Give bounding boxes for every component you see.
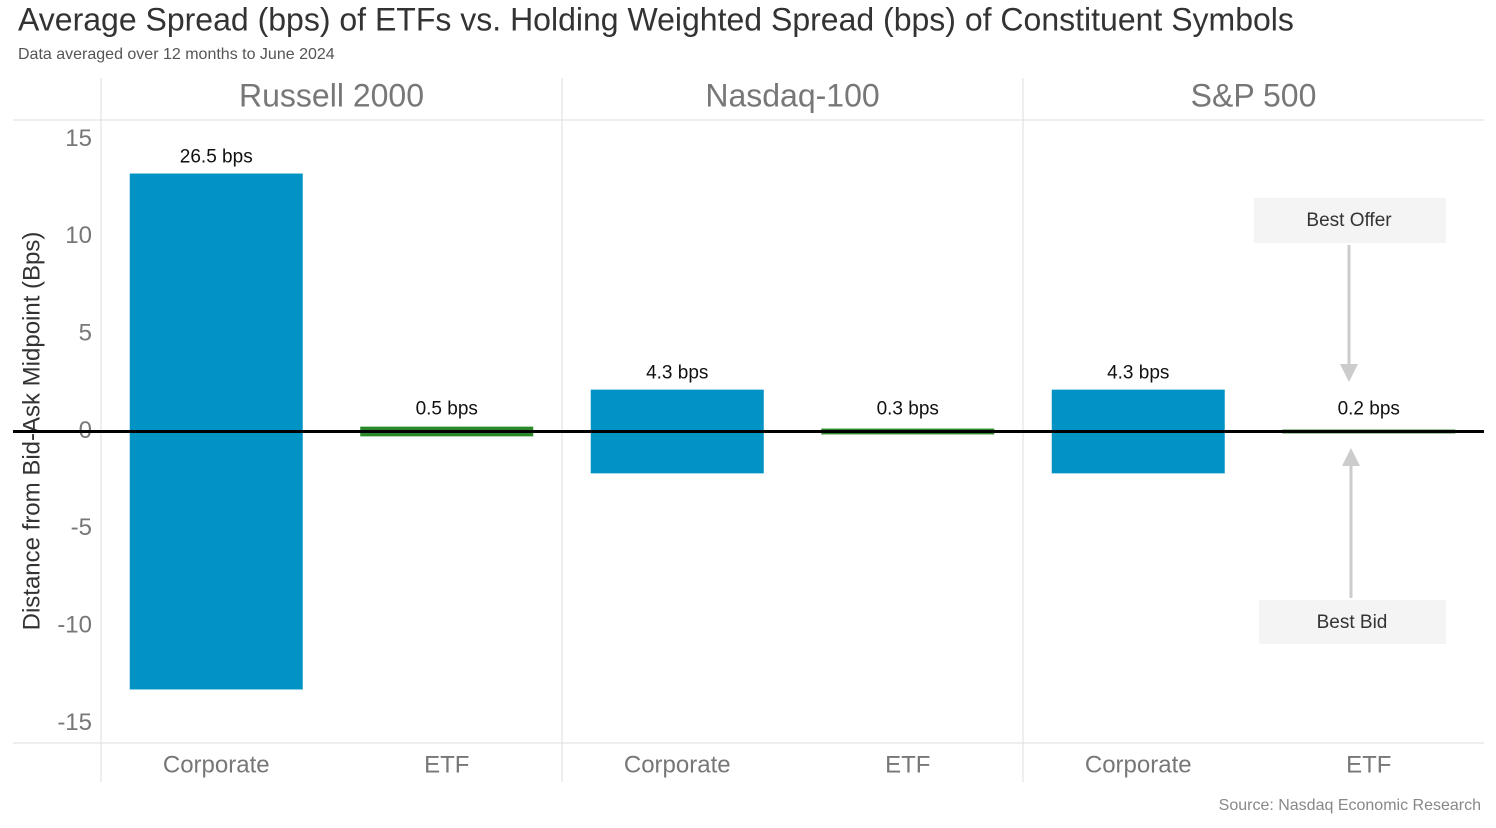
chart-subtitle: Data averaged over 12 months to June 202… (18, 46, 335, 63)
x-tick-label: ETF (424, 751, 469, 778)
y-tick-label: 10 (65, 222, 92, 249)
annotation-bid: Best Bid (1259, 448, 1446, 644)
y-tick-label: -10 (57, 612, 92, 639)
panel-title: Nasdaq-100 (705, 77, 879, 113)
value-label: 4.3 bps (646, 363, 708, 384)
arrow-head (1342, 448, 1360, 466)
y-tick-label: -15 (57, 709, 92, 736)
x-tick-label: ETF (1346, 751, 1391, 778)
value-label: 26.5 bps (180, 147, 253, 168)
annotation-text: Best Bid (1317, 612, 1388, 633)
value-label: 0.3 bps (877, 399, 939, 420)
panel-title: Russell 2000 (239, 77, 424, 113)
annotation-box (1259, 600, 1446, 644)
y-tick-label: 15 (65, 125, 92, 152)
value-label: 4.3 bps (1107, 363, 1169, 384)
x-tick-label: Corporate (1085, 751, 1192, 778)
annotation-box (1254, 198, 1446, 243)
annotation-offer: Best Offer (1254, 198, 1446, 382)
y-tick-label: 5 (79, 320, 92, 347)
annotation-text: Best Offer (1306, 210, 1392, 231)
panel-title: S&P 500 (1191, 77, 1317, 113)
source: Source: Nasdaq Economic Research (1219, 797, 1481, 814)
arrow-head (1340, 364, 1358, 382)
value-label: 0.2 bps (1338, 399, 1400, 420)
y-tick-label: -5 (71, 514, 92, 541)
x-tick-label: Corporate (163, 751, 270, 778)
x-tick-label: Corporate (624, 751, 731, 778)
chart-title: Average Spread (bps) of ETFs vs. Holding… (18, 1, 1294, 37)
x-tick-label: ETF (885, 751, 930, 778)
value-label: 0.5 bps (416, 399, 478, 420)
